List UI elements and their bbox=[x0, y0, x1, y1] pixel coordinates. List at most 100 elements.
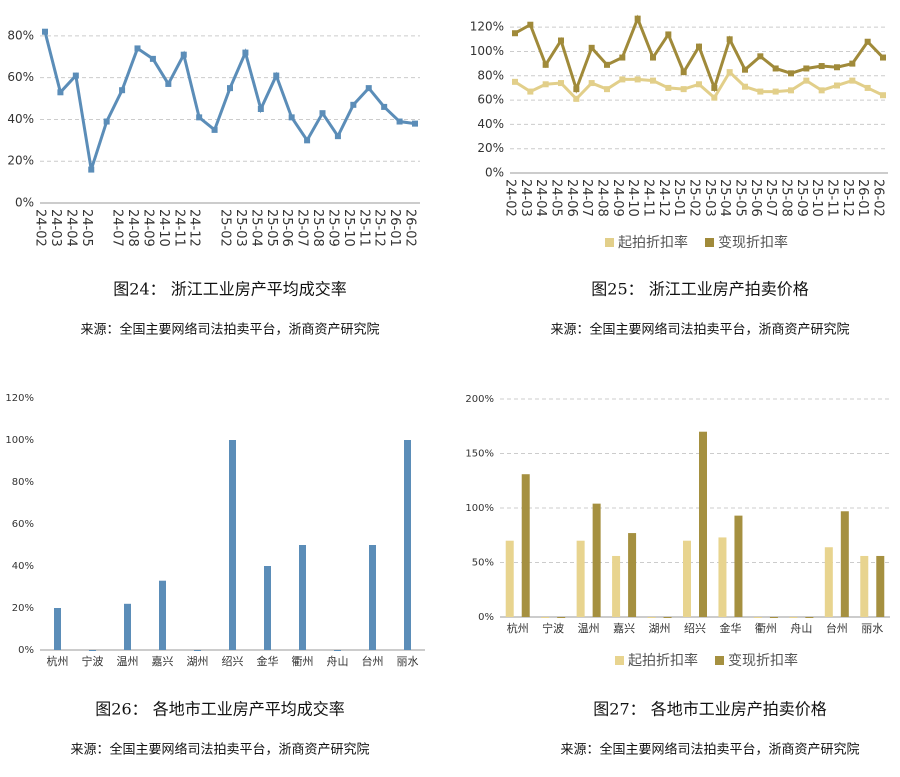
bar bbox=[840, 511, 849, 617]
x-tick-label: 金华 bbox=[257, 654, 279, 668]
marker bbox=[849, 60, 856, 67]
marker bbox=[757, 88, 764, 95]
marker bbox=[634, 15, 641, 22]
y-tick-label: 80% bbox=[7, 28, 34, 42]
x-tick-label: 25-06 bbox=[748, 179, 763, 217]
source: 来源：全国主要网络司法拍卖平台，浙商资产研究院 bbox=[70, 742, 369, 758]
y-tick-label: 120% bbox=[470, 20, 504, 34]
marker bbox=[558, 80, 564, 87]
x-tick-label: 24-10 bbox=[156, 209, 171, 247]
marker bbox=[319, 110, 326, 117]
marker bbox=[512, 78, 518, 85]
marker bbox=[803, 65, 810, 72]
y-tick-label: 60% bbox=[12, 519, 34, 530]
marker bbox=[288, 114, 295, 121]
bar bbox=[789, 617, 798, 618]
marker bbox=[211, 126, 218, 133]
x-tick-label: 绍兴 bbox=[684, 621, 706, 635]
bar bbox=[663, 617, 672, 618]
x-tick-label: 24-03 bbox=[48, 209, 63, 247]
bar bbox=[876, 555, 885, 617]
y-tick-label: 150% bbox=[465, 449, 494, 460]
bar bbox=[576, 540, 585, 617]
x-tick-label: 25-07 bbox=[295, 209, 310, 247]
x-tick-label: 台州 bbox=[826, 621, 848, 635]
x-tick-label: 25-08 bbox=[779, 179, 794, 217]
bar bbox=[299, 545, 306, 650]
y-tick-label: 0% bbox=[485, 166, 504, 180]
marker bbox=[72, 72, 79, 79]
bar bbox=[753, 617, 762, 618]
marker bbox=[542, 81, 549, 88]
marker bbox=[365, 85, 372, 92]
legend-label: 起拍折扣率 bbox=[628, 652, 698, 669]
x-tick-label: 丽水 bbox=[397, 655, 419, 668]
marker bbox=[57, 89, 64, 96]
marker bbox=[650, 54, 656, 61]
marker bbox=[849, 77, 856, 84]
y-tick-label: 0% bbox=[15, 196, 34, 210]
marker bbox=[696, 43, 702, 50]
marker bbox=[880, 92, 886, 99]
x-tick-label: 衢州 bbox=[292, 655, 314, 668]
marker bbox=[726, 36, 733, 43]
marker bbox=[542, 61, 549, 68]
y-tick-label: 20% bbox=[477, 141, 504, 155]
bar bbox=[541, 617, 550, 618]
x-tick-label: 24-05 bbox=[79, 209, 94, 247]
marker bbox=[149, 55, 156, 62]
marker bbox=[165, 80, 172, 87]
y-tick-label: 40% bbox=[477, 117, 504, 131]
marker bbox=[304, 137, 311, 144]
x-tick-label: 丽水 bbox=[861, 622, 883, 635]
marker bbox=[527, 88, 534, 95]
marker bbox=[834, 64, 840, 71]
bar bbox=[89, 650, 96, 651]
marker bbox=[680, 69, 687, 76]
bar bbox=[124, 603, 131, 650]
x-tick-label: 26-02 bbox=[871, 179, 886, 217]
legend-label: 变现折扣率 bbox=[718, 234, 788, 251]
legend-label: 变现折扣率 bbox=[728, 652, 798, 669]
marker bbox=[334, 133, 341, 140]
bar bbox=[229, 440, 236, 650]
x-tick-label: 25-12 bbox=[840, 179, 855, 217]
x-tick-label: 嘉兴 bbox=[613, 621, 635, 635]
x-tick-label: 24-11 bbox=[641, 179, 656, 217]
x-tick-label: 25-01 bbox=[671, 179, 686, 217]
x-tick-label: 25-12 bbox=[372, 209, 387, 247]
y-tick-label: 60% bbox=[477, 93, 504, 107]
bar bbox=[734, 515, 743, 617]
x-tick-label: 嘉兴 bbox=[152, 654, 174, 668]
source: 来源：全国主要网络司法拍卖平台，浙商资产研究院 bbox=[80, 322, 379, 338]
x-tick-label: 26-01 bbox=[855, 179, 870, 217]
x-tick-label: 25-11 bbox=[356, 209, 371, 247]
marker bbox=[558, 37, 564, 44]
line bbox=[514, 14, 885, 94]
x-tick-label: 25-10 bbox=[341, 209, 356, 247]
x-tick-label: 26-02 bbox=[403, 209, 418, 247]
marker bbox=[711, 84, 718, 91]
marker bbox=[619, 54, 626, 61]
bar bbox=[612, 555, 621, 617]
marker bbox=[803, 77, 810, 84]
bar bbox=[805, 617, 814, 618]
x-tick-label: 25-10 bbox=[809, 179, 824, 217]
x-tick-label: 温州 bbox=[578, 622, 600, 635]
x-tick-label: 24-06 bbox=[564, 179, 579, 217]
marker bbox=[818, 87, 825, 94]
marker bbox=[588, 44, 595, 51]
x-tick-label: 24-02 bbox=[33, 209, 48, 247]
bar bbox=[824, 547, 833, 617]
x-tick-label: 宁波 bbox=[542, 621, 564, 635]
legend-swatch bbox=[715, 656, 724, 665]
y-tick-label: 100% bbox=[470, 44, 504, 58]
x-tick-label: 24-12 bbox=[187, 209, 202, 247]
bar bbox=[521, 474, 530, 617]
bar bbox=[592, 503, 601, 617]
x-tick-label: 24-08 bbox=[595, 179, 610, 217]
x-tick-label: 舟山 bbox=[790, 621, 812, 635]
marker bbox=[604, 86, 610, 93]
bar bbox=[369, 545, 376, 650]
